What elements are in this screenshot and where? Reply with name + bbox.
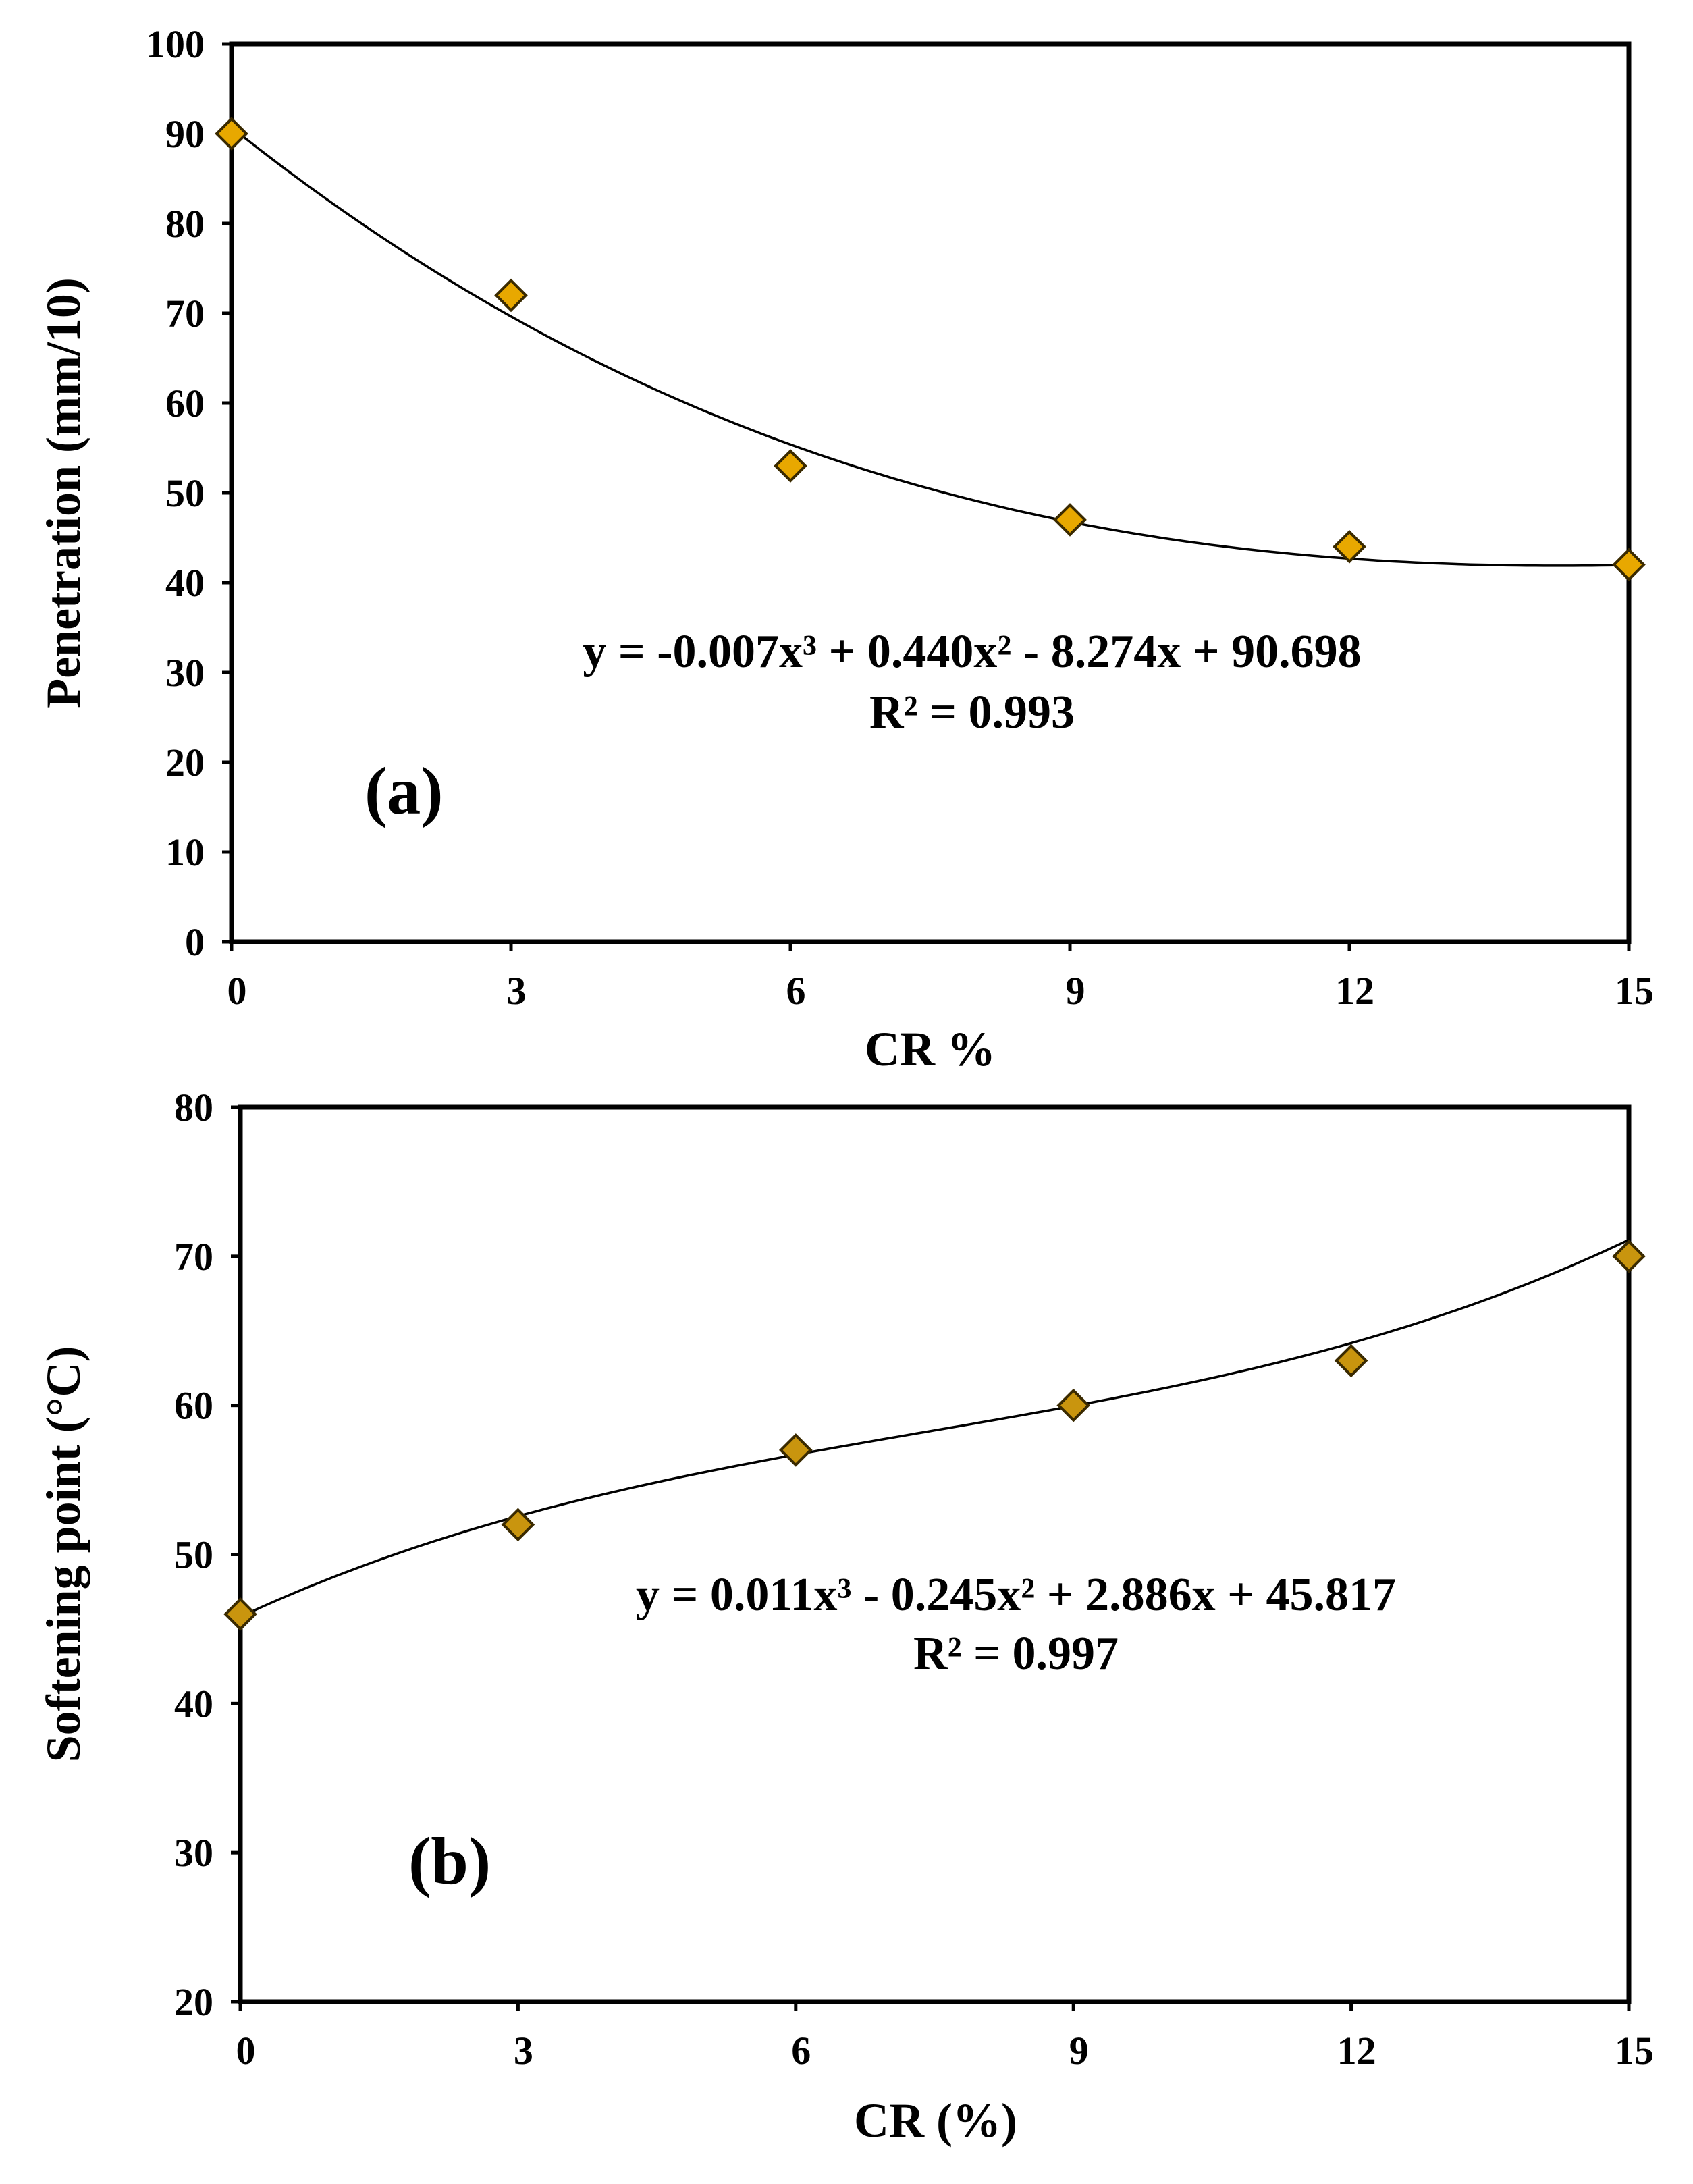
y-axis-title: Penetration (mm/10) <box>36 277 90 708</box>
data-point-marker <box>1612 548 1646 582</box>
x-axis-title: CR % <box>865 1022 996 1076</box>
x-tick-label: 0 <box>236 2029 256 2073</box>
y-tick-label: 70 <box>174 1235 213 1279</box>
data-point-marker <box>1612 1240 1646 1273</box>
y-tick-label: 50 <box>165 471 205 515</box>
trendline-equation: y = 0.011x³ - 0.245x² + 2.886x + 45.817 <box>636 1569 1396 1621</box>
x-tick-label: 15 <box>1615 2029 1654 2073</box>
y-tick-label: 100 <box>146 22 205 66</box>
data-point-marker <box>501 1508 535 1542</box>
y-tick-label: 10 <box>165 830 205 874</box>
x-tick-label: 3 <box>514 2029 533 2073</box>
x-tick-label: 15 <box>1615 969 1654 1013</box>
x-tick-label: 9 <box>1069 2029 1089 2073</box>
data-point-marker <box>774 449 807 483</box>
y-tick-label: 0 <box>185 920 205 964</box>
y-tick-label: 30 <box>174 1831 213 1875</box>
x-tick-label: 0 <box>227 969 247 1013</box>
x-tick-label: 6 <box>786 969 806 1013</box>
data-point-marker <box>1333 529 1366 564</box>
y-tick-label: 50 <box>174 1533 213 1577</box>
r-squared-label: R² = 0.993 <box>869 687 1075 739</box>
x-axis-title: CR (%) <box>854 2094 1017 2148</box>
data-point-marker <box>778 1433 813 1467</box>
y-tick-label: 40 <box>165 561 205 605</box>
panel-label: (b) <box>408 1823 491 1898</box>
y-tick-label: 20 <box>174 1980 213 2024</box>
y-tick-label: 80 <box>165 202 205 246</box>
y-tick-label: 70 <box>165 292 205 336</box>
y-tick-label: 20 <box>165 741 205 784</box>
data-point-marker <box>1056 1388 1091 1422</box>
y-tick-label: 40 <box>174 1682 213 1726</box>
x-tick-label: 12 <box>1337 2029 1376 2073</box>
trendline <box>240 1238 1630 1618</box>
panel-label: (a) <box>365 753 444 828</box>
trendline-equation: y = -0.007x³ + 0.440x² - 8.274x + 90.698 <box>583 626 1361 678</box>
data-point-marker <box>1334 1343 1368 1378</box>
y-tick-label: 80 <box>174 1086 213 1129</box>
data-point-marker <box>223 1597 257 1631</box>
x-tick-label: 3 <box>507 969 527 1013</box>
y-tick-label: 60 <box>165 381 205 425</box>
x-tick-label: 6 <box>791 2029 811 2073</box>
y-axis-title: Softening point (°C) <box>36 1346 90 1763</box>
chart-penetration: 0 10 20 30 40 50 60 70 80 90 100 0 3 6 9 12 15 CR % Pen… <box>36 22 1654 1076</box>
y-tick-label: 90 <box>165 112 205 156</box>
y-tick-label: 60 <box>174 1384 213 1428</box>
data-point-marker <box>494 278 528 313</box>
x-tick-label: 12 <box>1335 969 1374 1013</box>
y-tick-label: 30 <box>165 651 205 695</box>
data-point-marker <box>1053 503 1087 537</box>
data-point-marker <box>215 117 248 151</box>
r-squared-label: R² = 0.997 <box>913 1628 1119 1680</box>
trendline <box>230 126 1630 567</box>
chart-softening-point: 20 30 40 50 60 70 80 0 3 6 9 12 15 CR (%) Softening… <box>36 1086 1654 2148</box>
x-tick-label: 9 <box>1066 969 1085 1013</box>
